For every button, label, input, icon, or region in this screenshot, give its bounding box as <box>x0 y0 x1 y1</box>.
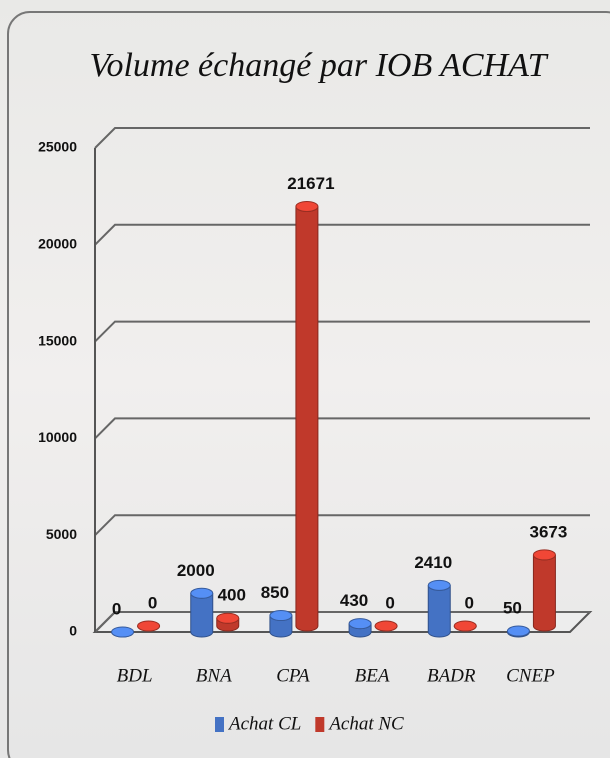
y-tick-label: 20000 <box>38 236 77 252</box>
chart-title: Volume échangé par IOB ACHAT <box>89 47 548 84</box>
bar-top <box>532 549 556 561</box>
x-tick-label: BEA <box>355 665 390 686</box>
value-label: 2410 <box>414 553 452 572</box>
grid-line <box>94 320 590 343</box>
x-tick-label: BDL <box>117 665 153 686</box>
bar-top <box>453 620 477 632</box>
value-label: 2000 <box>177 561 215 580</box>
value-label: 400 <box>218 586 246 605</box>
value-label: 0 <box>465 593 474 612</box>
grid-line <box>94 127 590 149</box>
grid-line <box>94 417 590 440</box>
bar-top <box>216 612 240 624</box>
bar <box>190 593 214 638</box>
value-label: 50 <box>503 599 522 618</box>
bar-top <box>137 620 161 632</box>
value-label: 0 <box>112 599 121 618</box>
x-tick-label: BNA <box>196 665 232 686</box>
bar-top <box>269 610 293 622</box>
y-tick-label: 25000 <box>38 139 77 155</box>
bar <box>427 585 451 638</box>
bar-top <box>506 625 530 637</box>
bar-top <box>190 587 214 599</box>
bar-top <box>427 579 451 591</box>
x-tick-label: CNEP <box>506 665 555 686</box>
legend-swatch <box>315 717 325 732</box>
value-label: 0 <box>148 593 157 612</box>
legend-label: Achat CL <box>227 713 301 734</box>
value-label: 430 <box>340 591 368 610</box>
x-tick-label: BADR <box>427 665 476 686</box>
value-label: 21671 <box>287 174 334 193</box>
grid-line <box>94 514 590 536</box>
bar <box>295 206 319 632</box>
bar-top <box>348 618 372 630</box>
value-label: 0 <box>385 593 394 612</box>
y-tick-label: 0 <box>69 623 77 639</box>
value-label: 3673 <box>530 522 568 541</box>
frame <box>7 11 610 758</box>
bar-top <box>111 626 135 638</box>
y-tick-label: 15000 <box>38 332 77 348</box>
x-tick-label: CPA <box>276 665 310 686</box>
legend-swatch <box>215 717 224 732</box>
value-label: 850 <box>261 583 289 602</box>
bar-top <box>374 620 398 632</box>
bar-top <box>295 200 319 212</box>
bar <box>532 554 556 632</box>
grid-line <box>94 223 590 246</box>
y-tick-label: 10000 <box>38 429 77 445</box>
y-tick-label: 5000 <box>46 526 77 542</box>
legend-label: Achat NC <box>327 713 404 734</box>
